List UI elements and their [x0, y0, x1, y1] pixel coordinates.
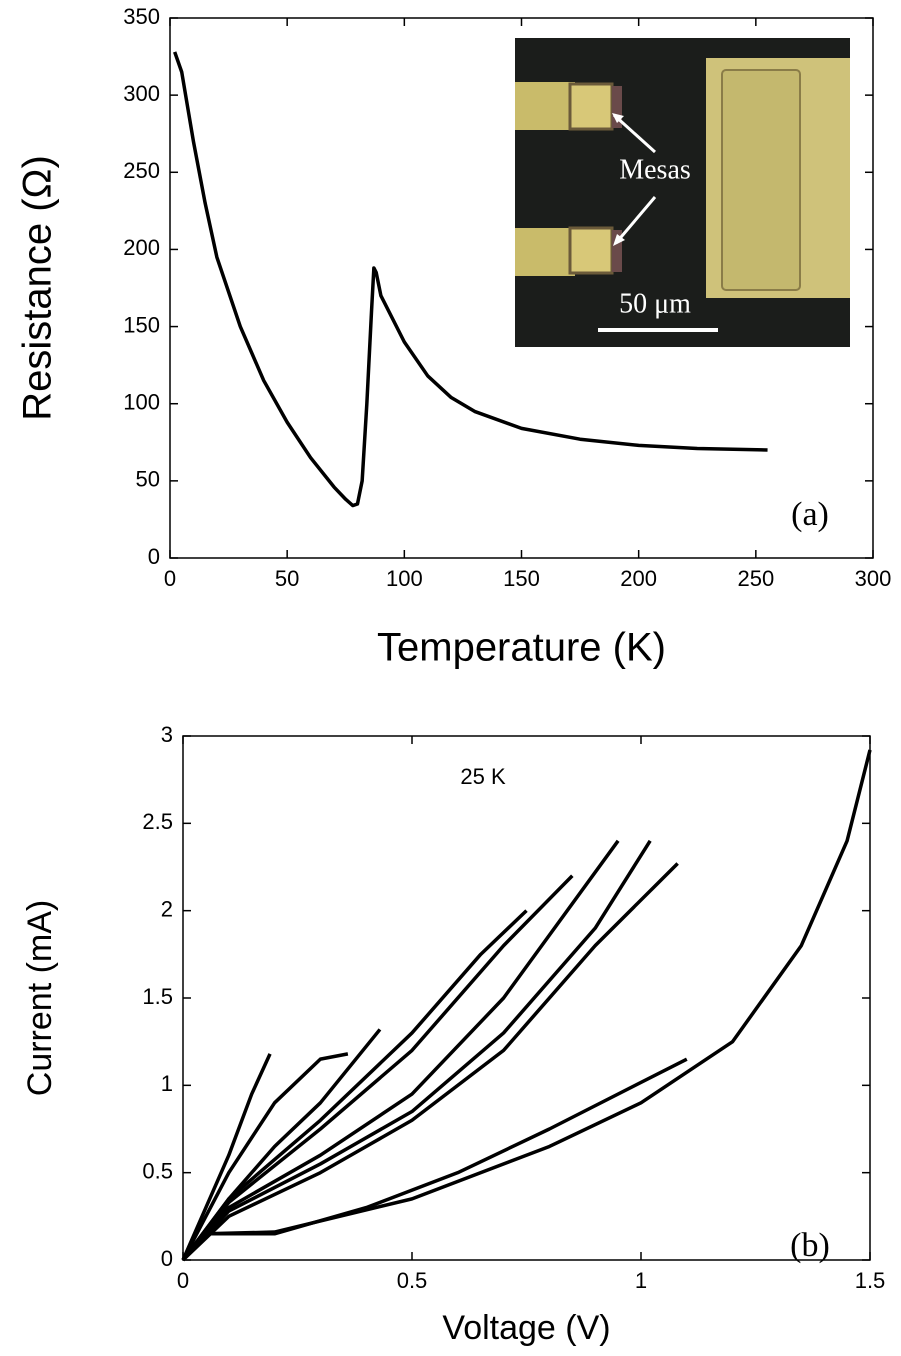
- x-tick-label: 0: [164, 566, 176, 591]
- x-tick-label: 250: [737, 566, 774, 591]
- annotation: (a): [791, 496, 829, 533]
- x-tick-label: 50: [275, 566, 299, 591]
- y-tick-label: 200: [123, 235, 160, 260]
- data-line: [181, 909, 528, 1262]
- data-line: [181, 1052, 349, 1261]
- data-line: [173, 51, 768, 508]
- y-axis-title: Resistance (Ω): [16, 155, 60, 421]
- y-tick-label: 1.5: [142, 984, 173, 1009]
- x-tick-label: 1.5: [855, 1268, 886, 1293]
- annotation: (b): [790, 1227, 830, 1264]
- y-tick-label: 2: [161, 896, 173, 921]
- x-tick-label: 100: [386, 566, 423, 591]
- annotation: 50 μm: [619, 288, 691, 319]
- y-tick-label: 100: [123, 390, 160, 415]
- data-line: [181, 1057, 688, 1262]
- y-tick-label: 250: [123, 158, 160, 183]
- annotation: Mesas: [619, 154, 691, 185]
- annotation: 25 K: [460, 764, 506, 789]
- y-tick-label: 350: [123, 4, 160, 29]
- x-tick-label: 0: [177, 1268, 189, 1293]
- x-tick-label: 300: [855, 566, 892, 591]
- data-line: [181, 874, 574, 1262]
- inset-photo: [515, 38, 850, 347]
- y-tick-label: 0: [148, 544, 160, 569]
- y-tick-label: 0.5: [142, 1158, 173, 1183]
- data-line: [181, 749, 872, 1262]
- y-tick-label: 150: [123, 312, 160, 337]
- x-tick-label: 150: [503, 566, 540, 591]
- y-tick-label: 50: [136, 467, 160, 492]
- data-line: [181, 862, 679, 1262]
- data-line: [181, 839, 620, 1262]
- y-tick-label: 3: [161, 722, 173, 747]
- x-axis-title: Temperature (K): [377, 626, 666, 670]
- x-tick-label: 0.5: [397, 1268, 428, 1293]
- y-tick-label: 300: [123, 81, 160, 106]
- y-tick-label: 1: [161, 1071, 173, 1096]
- data-line: [181, 839, 652, 1262]
- y-axis-title: Current (mA): [21, 900, 59, 1096]
- y-tick-label: 2.5: [142, 809, 173, 834]
- x-tick-label: 200: [620, 566, 657, 591]
- x-axis-title: Voltage (V): [442, 1309, 610, 1347]
- data-line: [181, 1053, 272, 1261]
- x-tick-label: 1: [635, 1268, 647, 1293]
- y-tick-label: 0: [161, 1246, 173, 1271]
